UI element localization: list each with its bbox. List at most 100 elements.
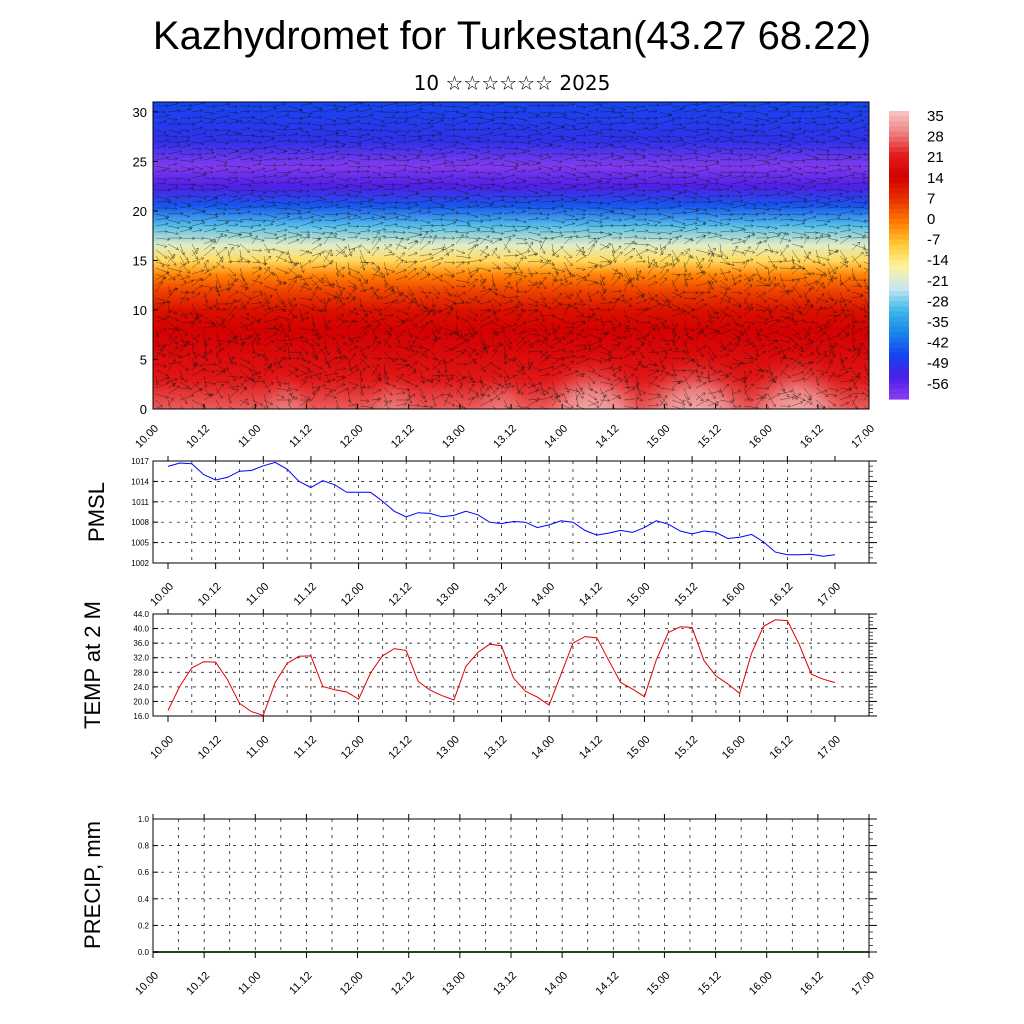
colorbar-label: -49 xyxy=(927,355,949,372)
heatmap-y-tick-label: 15 xyxy=(133,253,147,268)
heatmap-x-tick-label: 13.12 xyxy=(491,423,519,451)
y-tick-label: 44.0 xyxy=(133,610,149,619)
colorbar-label: 14 xyxy=(927,170,944,187)
pmsl-x-axis: 10.00 10.12 11.00 11.12 12.00 12.12 13.00 13.12… xyxy=(148,456,843,609)
x-tick-label: 16.00 xyxy=(720,734,748,762)
weak-warm-core-1 xyxy=(365,354,422,409)
x-tick-label: 12.12 xyxy=(386,734,414,762)
heatmap-y-tick-label: 30 xyxy=(133,105,147,120)
y-tick-label: 32.0 xyxy=(133,654,149,663)
colorbar-swatch xyxy=(889,141,909,148)
y-tick-label: 16.0 xyxy=(133,712,149,721)
colorbar-swatch xyxy=(889,193,909,200)
pmsl-y-axis-label: PMSL xyxy=(84,482,109,542)
colorbar-swatch xyxy=(889,291,909,297)
heatmap-x-axis: 10.00 10.12 11.00 11.12 12.00 12.12 13.00 13.12… xyxy=(133,404,877,451)
y-tick-label: 1002 xyxy=(131,559,149,568)
heatmap-x-tick-label: 14.12 xyxy=(593,423,621,451)
y-tick-label: 0.4 xyxy=(138,895,150,904)
x-tick-label: 13.12 xyxy=(482,734,510,762)
colorbar-swatch xyxy=(889,152,909,158)
x-tick-label: 11.12 xyxy=(292,581,319,608)
x-tick-label: 16.12 xyxy=(798,970,826,998)
colorbar-swatch xyxy=(889,280,909,287)
x-tick-label: 12.12 xyxy=(386,581,414,609)
pmsl-y-axis: 1002 1005 1008 1011 1014 1017 xyxy=(131,457,877,568)
colorbar-swatch xyxy=(889,203,909,210)
colorbar-swatch xyxy=(889,347,909,354)
heatmap-x-tick-label: 14.00 xyxy=(542,423,570,451)
heatmap-x-tick-label: 11.12 xyxy=(287,423,314,450)
x-tick-label: 13.00 xyxy=(440,970,468,998)
x-tick-label: 16.12 xyxy=(768,581,796,609)
colorbar-swatch xyxy=(889,368,909,374)
x-tick-label: 15.12 xyxy=(696,970,724,998)
colorbar-swatch xyxy=(889,131,909,138)
colorbar-swatch xyxy=(889,167,909,174)
temperature-frame xyxy=(152,613,870,717)
colorbar-swatch xyxy=(889,383,909,390)
x-tick-label: 16.00 xyxy=(747,970,775,998)
weak-warm-core-3 xyxy=(260,354,312,409)
x-tick-label: 14.12 xyxy=(577,734,605,762)
colorbar-swatch xyxy=(889,198,909,205)
x-tick-label: 17.00 xyxy=(815,734,843,762)
colorbar-label: -35 xyxy=(927,314,949,331)
x-tick-label: 14.00 xyxy=(529,734,557,762)
x-tick-label: 14.12 xyxy=(593,970,621,998)
colorbar-swatch xyxy=(889,126,909,133)
y-tick-label: 1011 xyxy=(132,498,150,507)
colorbar-label: -28 xyxy=(927,293,949,310)
x-tick-label: 15.00 xyxy=(625,581,653,609)
heatmap-y-tick-label: 25 xyxy=(133,154,147,169)
colorbar-swatch xyxy=(889,183,909,189)
colorbar-swatch xyxy=(889,249,909,256)
colorbar-swatch xyxy=(889,213,909,220)
y-tick-label: 1017 xyxy=(131,457,149,466)
warm-core-1 xyxy=(538,324,647,409)
heatmap-x-tick-label: 15.12 xyxy=(696,423,724,451)
heatmap-x-tick-label: 10.00 xyxy=(133,423,161,451)
x-tick-label: 12.00 xyxy=(338,970,366,998)
colorbar-swatch xyxy=(889,239,909,246)
colorbar-swatch xyxy=(889,177,909,184)
x-tick-label: 12.00 xyxy=(339,734,367,762)
x-tick-label: 13.12 xyxy=(491,970,519,998)
temperature-y-axis: 16.0 20.0 24.0 28.0 32.0 36.0 40.0 44.0 xyxy=(133,610,877,721)
wind-vectors xyxy=(155,102,869,409)
x-tick-label: 12.00 xyxy=(339,581,367,609)
colorbar-swatch xyxy=(889,188,909,194)
heatmap-y-tick-label: 0 xyxy=(140,402,147,417)
warm-cores xyxy=(260,324,852,409)
heatmap-y-tick-label: 20 xyxy=(133,204,147,219)
temperature-grid xyxy=(153,614,869,716)
colorbar-swatch xyxy=(889,363,909,369)
colorbar-swatch xyxy=(889,260,909,266)
colorbar-swatch xyxy=(889,255,909,261)
colorbar: 35 28 21 14 7 0 -7 -14 -21 -28 -35 -42 -49 -56 xyxy=(889,108,949,400)
colorbar-swatch xyxy=(889,352,909,359)
heatmap-x-tick-label: 12.00 xyxy=(338,423,366,451)
colorbar-swatch xyxy=(889,285,909,292)
x-tick-label: 14.00 xyxy=(542,970,570,998)
temperature-y-axis-label: TEMP at 2 M xyxy=(80,601,105,729)
heatmap-x-tick-label: 16.00 xyxy=(747,423,775,451)
x-tick-label: 14.12 xyxy=(577,581,605,609)
x-tick-label: 10.00 xyxy=(133,970,161,998)
x-tick-label: 11.00 xyxy=(244,581,271,608)
x-tick-label: 10.00 xyxy=(148,581,176,609)
temperature-cross-section-panel: 0 5 10 15 20 25 30 10.00 10.12 11.00 11.12 12.00 12… xyxy=(133,101,877,451)
colorbar-swatch xyxy=(889,162,909,169)
colorbar-swatch xyxy=(889,357,909,364)
heatmap-x-tick-label: 11.00 xyxy=(236,423,263,450)
x-tick-label: 11.00 xyxy=(244,734,271,761)
warm-core-3 xyxy=(743,324,852,409)
precipitation-panel: 0.00.20.40.60.81.0 10.00 10.12 11.00 11.12 1… xyxy=(80,814,877,998)
heatmap-y-tick-label: 10 xyxy=(133,303,147,318)
colorbar-label: -21 xyxy=(927,273,949,290)
colorbar-swatch xyxy=(889,342,909,349)
x-tick-label: 11.12 xyxy=(287,970,314,997)
colorbar-swatch xyxy=(889,275,909,282)
colorbar-swatch xyxy=(889,373,909,380)
